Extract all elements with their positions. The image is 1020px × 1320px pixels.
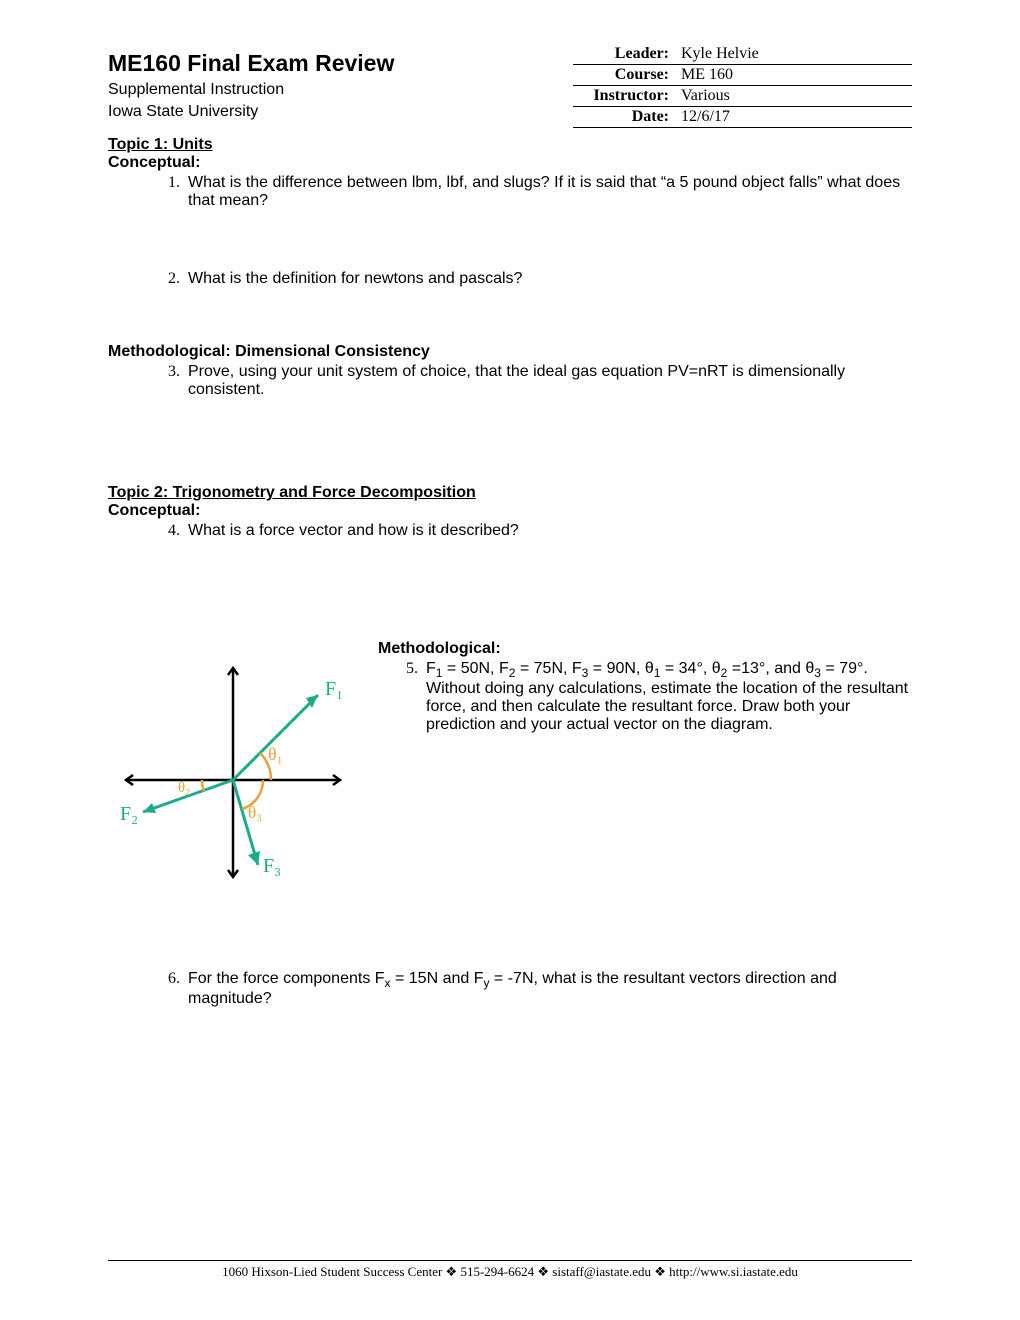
topic1-heading: Topic 1: Units (108, 136, 912, 154)
footer: 1060 Hixson-Lied Student Success Center … (108, 1260, 912, 1280)
force-diagram: F₁ θ₁ F₂ θ₂ F₃ θ₃ (108, 640, 358, 895)
date-label: Date: (573, 107, 675, 128)
theta3-label: θ₃ (248, 803, 262, 822)
instructor-value: Various (675, 86, 912, 107)
header: ME160 Final Exam Review Supplemental Ins… (108, 50, 912, 128)
theta1-label: θ₁ (268, 744, 283, 764)
q5-list: F1 = 50N, F2 = 75N, F3 = 90N, θ1 = 34°, … (378, 660, 912, 734)
topic2-heading: Topic 2: Trigonometry and Force Decompos… (108, 484, 912, 502)
f3-label: F₃ (263, 855, 281, 877)
title-block: ME160 Final Exam Review Supplemental Ins… (108, 50, 573, 122)
topic2-conceptual-list: What is a force vector and how is it des… (108, 522, 912, 540)
question-5-text: F1 = 50N, F2 = 75N, F3 = 90N, θ1 = 34°, … (426, 660, 908, 733)
question-3-text: Prove, using your unit system of choice,… (188, 363, 845, 398)
force-diagram-svg: F₁ θ₁ F₂ θ₂ F₃ θ₃ (108, 640, 358, 890)
q5-row: F₁ θ₁ F₂ θ₂ F₃ θ₃ Methodological: F1 = 5… (108, 640, 912, 895)
topic1-method-label: Methodological: Dimensional Consistency (108, 343, 912, 361)
topic1-conceptual-label: Conceptual: (108, 154, 912, 172)
question-2-text: What is the definition for newtons and p… (188, 270, 522, 287)
course-label: Course: (573, 65, 675, 86)
topic2-conceptual-label: Conceptual: (108, 502, 912, 520)
question-1-text: What is the difference between lbm, lbf,… (188, 174, 900, 209)
theta2-label: θ₂ (178, 780, 190, 796)
course-value: ME 160 (675, 65, 912, 86)
leader-label: Leader: (573, 44, 675, 65)
page-title: ME160 Final Exam Review (108, 50, 573, 77)
question-1: What is the difference between lbm, lbf,… (184, 174, 912, 210)
question-2: What is the definition for newtons and p… (184, 270, 912, 288)
f1-label: F₁ (325, 678, 343, 700)
subtitle-1: Supplemental Instruction (108, 79, 573, 101)
leader-value: Kyle Helvie (675, 44, 912, 65)
topic1-conceptual-list: What is the difference between lbm, lbf,… (108, 174, 912, 288)
topic1-method-list: Prove, using your unit system of choice,… (108, 363, 912, 399)
date-value: 12/6/17 (675, 107, 912, 128)
question-6: For the force components Fx = 15N and Fy… (184, 970, 912, 1008)
subtitle-2: Iowa State University (108, 101, 573, 123)
question-5: F1 = 50N, F2 = 75N, F3 = 90N, θ1 = 34°, … (422, 660, 912, 734)
q6-list: For the force components Fx = 15N and Fy… (108, 970, 912, 1008)
instructor-label: Instructor: (573, 86, 675, 107)
f2-label: F₂ (120, 803, 138, 825)
info-table: Leader: Kyle Helvie Course: ME 160 Instr… (573, 44, 912, 128)
topic2-method-label: Methodological: (378, 640, 912, 658)
question-6-text: For the force components Fx = 15N and Fy… (188, 970, 837, 1007)
question-4-text: What is a force vector and how is it des… (188, 522, 519, 539)
q5-text-block: Methodological: F1 = 50N, F2 = 75N, F3 =… (378, 640, 912, 734)
question-4: What is a force vector and how is it des… (184, 522, 912, 540)
footer-text: 1060 Hixson-Lied Student Success Center … (222, 1264, 798, 1279)
question-3: Prove, using your unit system of choice,… (184, 363, 912, 399)
